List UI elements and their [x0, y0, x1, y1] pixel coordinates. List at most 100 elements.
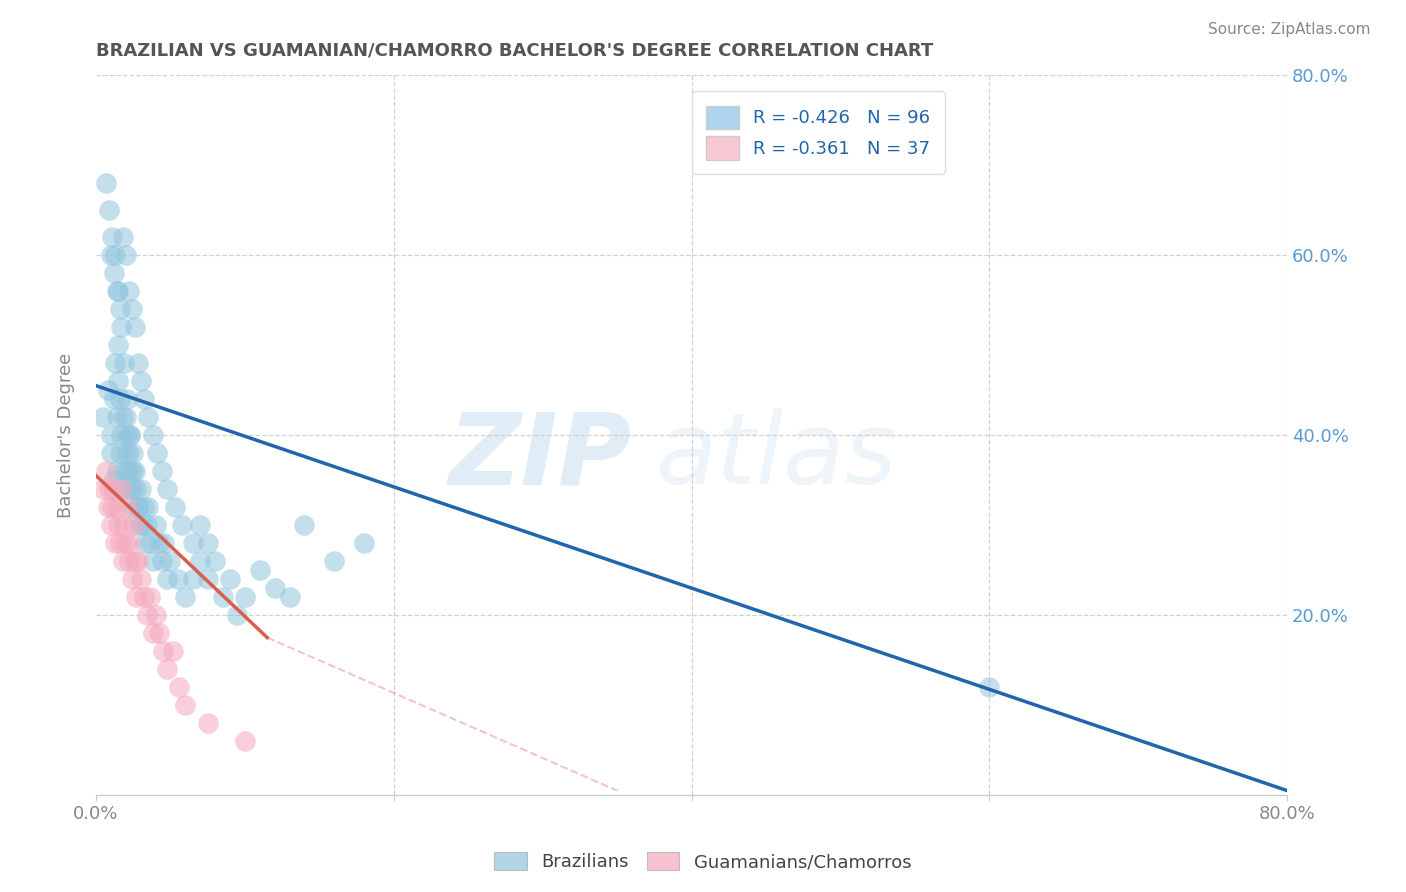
Point: [127, 500, 149, 515]
Point: [101, 500, 124, 515]
Point: [197, 572, 219, 586]
Point: [122, 446, 145, 460]
Point: [107, 338, 129, 352]
Point: [163, 500, 186, 515]
Point: [103, 473, 125, 487]
Point: [188, 518, 211, 533]
Point: [96, 176, 118, 190]
Point: [107, 374, 129, 388]
Point: [124, 320, 146, 334]
Point: [136, 410, 159, 425]
Point: [97, 383, 120, 397]
Point: [353, 536, 375, 550]
Point: [117, 464, 139, 478]
Point: [108, 302, 131, 317]
Text: BRAZILIAN VS GUAMANIAN/CHAMORRO BACHELOR'S DEGREE CORRELATION CHART: BRAZILIAN VS GUAMANIAN/CHAMORRO BACHELOR…: [96, 42, 934, 60]
Point: [294, 518, 316, 533]
Point: [159, 554, 181, 568]
Point: [120, 536, 142, 550]
Point: [93, 410, 115, 425]
Point: [117, 428, 139, 442]
Point: [219, 572, 242, 586]
Point: [114, 410, 136, 425]
Text: atlas: atlas: [655, 409, 897, 505]
Point: [128, 518, 150, 533]
Point: [114, 446, 136, 460]
Point: [131, 518, 153, 533]
Point: [111, 410, 134, 425]
Point: [110, 320, 132, 334]
Point: [108, 536, 131, 550]
Point: [135, 518, 157, 533]
Point: [153, 536, 176, 550]
Point: [169, 680, 191, 694]
Point: [104, 536, 127, 550]
Point: [233, 734, 256, 748]
Point: [100, 248, 122, 262]
Point: [150, 464, 173, 478]
Point: [110, 428, 132, 442]
Point: [136, 500, 159, 515]
Point: [112, 518, 135, 533]
Point: [146, 446, 169, 460]
Legend: R = -0.426   N = 96, R = -0.361   N = 37: R = -0.426 N = 96, R = -0.361 N = 37: [692, 92, 945, 174]
Point: [108, 446, 131, 460]
Point: [103, 482, 125, 496]
Point: [112, 356, 135, 370]
Point: [197, 716, 219, 731]
Point: [105, 500, 128, 515]
Point: [98, 203, 121, 218]
Point: [127, 356, 149, 370]
Point: [249, 563, 271, 577]
Point: [127, 554, 149, 568]
Legend: Brazilians, Guamanians/Chamorros: Brazilians, Guamanians/Chamorros: [488, 845, 918, 879]
Point: [174, 590, 197, 604]
Text: ZIP: ZIP: [449, 409, 631, 505]
Point: [111, 230, 134, 244]
Point: [129, 572, 152, 586]
Point: [122, 464, 145, 478]
Point: [152, 644, 174, 658]
Point: [181, 536, 204, 550]
Point: [117, 392, 139, 406]
Point: [103, 266, 125, 280]
Point: [118, 554, 141, 568]
Point: [145, 608, 167, 623]
Point: [121, 302, 143, 317]
Point: [135, 608, 157, 623]
Point: [114, 536, 136, 550]
Point: [100, 428, 122, 442]
Point: [156, 662, 179, 676]
Point: [105, 464, 128, 478]
Point: [167, 572, 190, 586]
Point: [197, 536, 219, 550]
Point: [132, 500, 155, 515]
Point: [93, 482, 115, 496]
Point: [172, 518, 194, 533]
Point: [142, 626, 165, 640]
Y-axis label: Bachelor's Degree: Bachelor's Degree: [58, 352, 75, 517]
Point: [100, 446, 122, 460]
Point: [148, 626, 170, 640]
Point: [96, 464, 118, 478]
Point: [124, 464, 146, 478]
Point: [107, 284, 129, 298]
Point: [156, 572, 179, 586]
Point: [100, 518, 122, 533]
Point: [105, 410, 128, 425]
Point: [120, 464, 142, 478]
Point: [118, 446, 141, 460]
Point: [181, 572, 204, 586]
Point: [104, 356, 127, 370]
Point: [101, 230, 124, 244]
Point: [104, 248, 127, 262]
Point: [204, 554, 226, 568]
Point: [105, 284, 128, 298]
Text: Source: ZipAtlas.com: Source: ZipAtlas.com: [1208, 22, 1371, 37]
Point: [122, 518, 145, 533]
Point: [127, 500, 149, 515]
Point: [174, 698, 197, 712]
Point: [138, 536, 160, 550]
Point: [134, 536, 156, 550]
Point: [138, 590, 160, 604]
